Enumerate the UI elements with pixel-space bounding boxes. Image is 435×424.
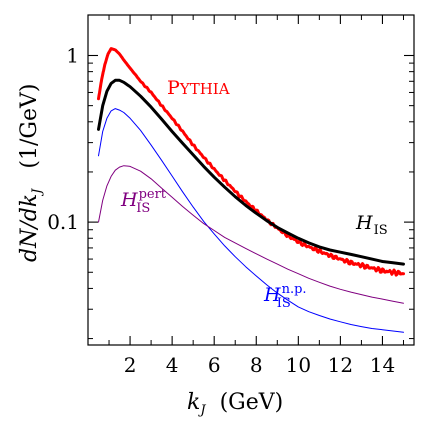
y-tick-label: 0.1 xyxy=(47,210,79,234)
x-tick-label: 8 xyxy=(250,353,263,377)
series-label-pythia: PYTHIA xyxy=(167,77,230,99)
x-axis-ticks: 2 4 6 8 10 12 14 xyxy=(108,15,404,377)
y-tick-label: 1 xyxy=(66,43,79,67)
x-tick-label: 14 xyxy=(370,353,395,377)
plot-frame xyxy=(87,14,415,346)
x-axis-var-sub: J xyxy=(197,403,206,418)
series-line-h-is-pert xyxy=(98,165,404,304)
series-label-h-is-np: Hn.p. IS xyxy=(263,282,307,311)
series-line-pythia xyxy=(97,47,405,277)
y-axis-unit: (1/GeV) xyxy=(17,84,42,169)
series-labels: PYTHIA HIS Hn.p. IS Hpert IS xyxy=(120,77,388,311)
x-tick-label: 10 xyxy=(286,353,311,377)
x-tick-label: 2 xyxy=(124,353,137,377)
x-axis-label: kJ (GeV) xyxy=(187,390,283,418)
series-label-h-is: HIS xyxy=(355,212,388,238)
x-tick-label: 4 xyxy=(166,353,179,377)
series-line-h-is xyxy=(97,78,405,266)
series-layer xyxy=(97,47,405,333)
y-axis-text: dN/dk xyxy=(17,194,42,262)
y-axis-label: dN/dkJ (1/GeV) xyxy=(17,84,45,262)
series-line-h-is-np xyxy=(98,108,404,333)
x-tick-label: 6 xyxy=(208,353,221,377)
x-tick-label: 12 xyxy=(328,353,353,377)
y-axis-ticks: 10.1 xyxy=(47,43,414,340)
series-label-h-is-pert: Hpert IS xyxy=(120,187,167,216)
x-axis-var: k xyxy=(187,390,200,415)
y-axis-text-sub: J xyxy=(30,188,45,197)
x-axis-unit: (GeV) xyxy=(220,390,284,415)
